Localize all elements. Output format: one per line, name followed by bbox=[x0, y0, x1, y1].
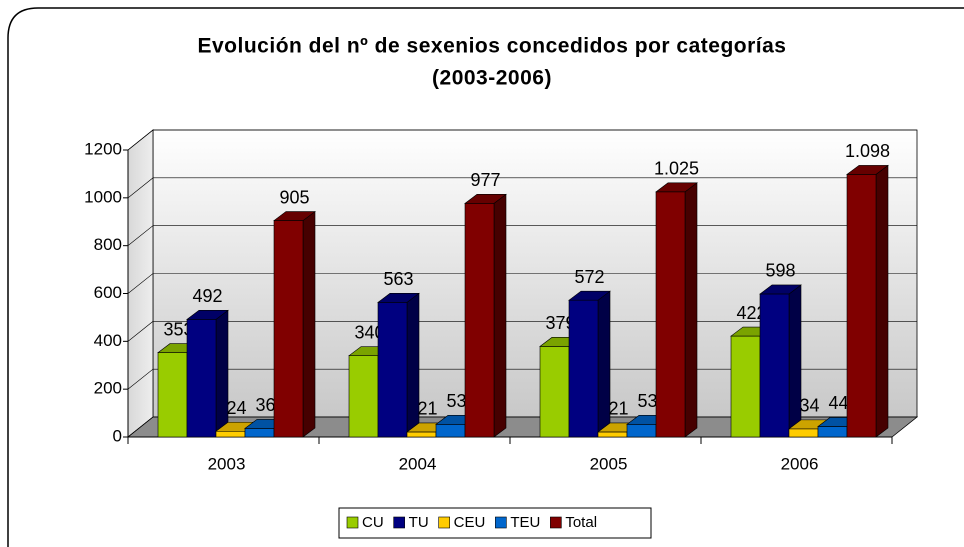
legend-swatch bbox=[393, 516, 405, 529]
x-tick-label: 2006 bbox=[781, 454, 819, 473]
data-label: 1.098 bbox=[845, 141, 890, 161]
chart-title: (2003-2006) bbox=[432, 67, 552, 90]
bar-top bbox=[377, 293, 420, 303]
bar-front bbox=[730, 335, 761, 438]
data-label: 492 bbox=[192, 286, 222, 306]
y-tick-label: 200 bbox=[94, 379, 122, 398]
legend-label: CU bbox=[362, 514, 384, 531]
x-tick-label: 2004 bbox=[399, 454, 437, 473]
data-label: 379 bbox=[545, 313, 575, 333]
bar-front bbox=[157, 352, 188, 438]
bar-front bbox=[655, 191, 686, 438]
y-tick-label: 1000 bbox=[84, 187, 122, 206]
data-label: 563 bbox=[383, 269, 413, 289]
bar-front bbox=[464, 203, 495, 438]
bar bbox=[655, 182, 698, 438]
y-tick-label: 400 bbox=[94, 331, 122, 350]
data-label: 598 bbox=[765, 261, 795, 281]
bar bbox=[273, 210, 316, 438]
data-label: 905 bbox=[279, 187, 309, 207]
grid-line bbox=[127, 177, 917, 199]
bar-front bbox=[186, 319, 217, 438]
bar-front bbox=[273, 220, 304, 438]
bar-side bbox=[875, 164, 889, 438]
bar-front bbox=[597, 431, 628, 438]
bar-front bbox=[377, 302, 408, 438]
bar-top bbox=[846, 165, 889, 175]
bar-top bbox=[186, 310, 229, 320]
bar-top bbox=[464, 194, 507, 204]
y-tick-label: 600 bbox=[94, 283, 122, 302]
bar-front bbox=[846, 174, 877, 438]
chart-frame bbox=[7, 7, 964, 547]
bar-top bbox=[568, 290, 611, 301]
legend-label: TEU bbox=[510, 514, 540, 531]
bar-front bbox=[244, 428, 275, 438]
bar-top bbox=[655, 182, 698, 193]
bar-side bbox=[493, 193, 507, 438]
data-label: 34 bbox=[799, 396, 819, 416]
y-tick-label: 1200 bbox=[84, 139, 122, 158]
legend-swatch bbox=[550, 516, 562, 529]
chart-title: Evolución del nº de sexenios concedidos … bbox=[198, 35, 787, 58]
bar-side bbox=[302, 210, 316, 438]
legend-label: Total bbox=[565, 514, 597, 531]
x-tick-label: 2003 bbox=[208, 454, 246, 473]
legend-swatch bbox=[495, 516, 507, 529]
bar bbox=[377, 292, 420, 438]
legend-swatch bbox=[346, 516, 359, 529]
bar bbox=[568, 290, 611, 438]
data-label: 21 bbox=[417, 399, 437, 419]
bar-top bbox=[759, 284, 802, 295]
data-label: 21 bbox=[608, 399, 628, 419]
bar-front bbox=[215, 430, 246, 438]
bar-front bbox=[348, 355, 379, 438]
legend bbox=[338, 507, 652, 539]
data-label: 53 bbox=[446, 391, 466, 411]
bar-front bbox=[539, 346, 570, 438]
data-label: 24 bbox=[226, 398, 246, 418]
bar-front bbox=[435, 424, 466, 438]
bar-front bbox=[626, 424, 657, 438]
bar bbox=[846, 164, 889, 438]
data-label: 977 bbox=[470, 170, 500, 190]
bar bbox=[759, 284, 802, 438]
data-label: 340 bbox=[354, 322, 384, 342]
legend-label: TU bbox=[409, 514, 429, 531]
data-label: 422 bbox=[736, 303, 766, 323]
legend-label: CEU bbox=[454, 514, 486, 531]
data-label: 53 bbox=[637, 391, 657, 411]
grid-line bbox=[127, 129, 917, 151]
data-label: 44 bbox=[828, 393, 848, 413]
bar-top bbox=[273, 211, 316, 221]
y-tick-label: 0 bbox=[113, 426, 122, 445]
bar-front bbox=[817, 426, 848, 438]
data-label: 36 bbox=[255, 395, 275, 415]
plot-area: 0 200 400 600 800 1000 1200 2003 353 492 24 36 905 20… bbox=[84, 129, 919, 473]
bar-front bbox=[759, 293, 790, 438]
data-label: 353 bbox=[163, 319, 193, 339]
bar-front bbox=[788, 428, 819, 438]
bar-front bbox=[406, 431, 437, 438]
bar-side bbox=[684, 182, 698, 438]
bar-front bbox=[568, 299, 599, 438]
legend-swatch bbox=[438, 516, 450, 529]
data-label: 1.025 bbox=[654, 159, 699, 179]
data-label: 572 bbox=[574, 267, 604, 287]
bar bbox=[464, 193, 507, 438]
bar bbox=[186, 309, 229, 438]
x-tick-label: 2005 bbox=[590, 454, 628, 473]
y-tick-label: 800 bbox=[94, 235, 122, 254]
